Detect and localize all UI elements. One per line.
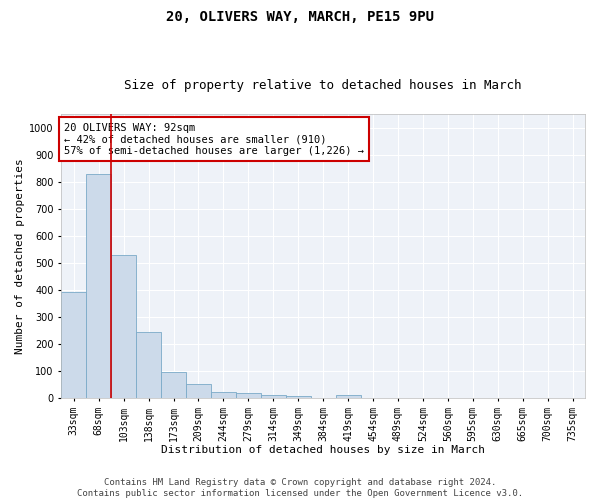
X-axis label: Distribution of detached houses by size in March: Distribution of detached houses by size … [161, 445, 485, 455]
Bar [161, 372, 186, 398]
Bar [111, 254, 136, 398]
Bar [61, 292, 86, 398]
Bar [136, 332, 161, 398]
Text: Contains HM Land Registry data © Crown copyright and database right 2024.
Contai: Contains HM Land Registry data © Crown c… [77, 478, 523, 498]
Y-axis label: Number of detached properties: Number of detached properties [15, 158, 25, 354]
Title: Size of property relative to detached houses in March: Size of property relative to detached ho… [124, 79, 522, 92]
Bar [86, 174, 111, 398]
Bar [186, 384, 211, 398]
Bar [261, 395, 286, 398]
Bar [236, 393, 261, 398]
Bar [211, 392, 236, 398]
Text: 20 OLIVERS WAY: 92sqm
← 42% of detached houses are smaller (910)
57% of semi-det: 20 OLIVERS WAY: 92sqm ← 42% of detached … [64, 122, 364, 156]
Bar [335, 395, 361, 398]
Bar [286, 396, 311, 398]
Text: 20, OLIVERS WAY, MARCH, PE15 9PU: 20, OLIVERS WAY, MARCH, PE15 9PU [166, 10, 434, 24]
